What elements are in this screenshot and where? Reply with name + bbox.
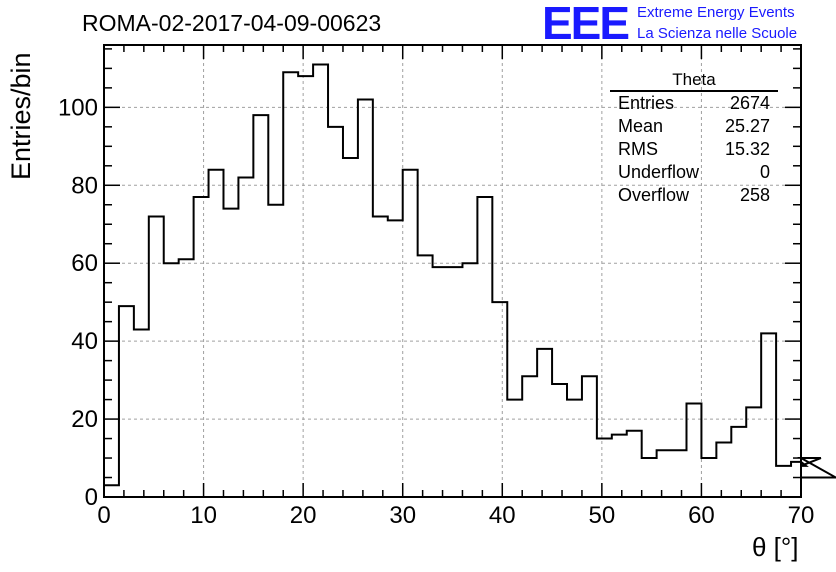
y-axis-label: Entries/bin [6,52,36,180]
x-tick-label: 40 [489,502,516,529]
stats-row: RMS 15.32 [610,138,778,161]
y-tick-label: 20 [71,406,98,433]
stats-label: Mean [618,116,664,136]
eee-logo: EEE [542,0,630,49]
x-tick-label: 10 [190,502,217,529]
stats-box: Theta Entries 2674 Mean 25.27 RMS 15.32 … [610,70,778,207]
stats-value: 15.32 [724,139,770,159]
stats-row: Entries 2674 [610,92,778,115]
x-tick-label: 50 [589,502,616,529]
x-tick-label: 0 [97,502,110,529]
stats-value: 25.27 [724,116,770,136]
stats-label: Overflow [618,185,690,205]
stats-label: Entries [618,93,675,113]
histogram-step-line [103,63,836,497]
x-tick-label: 70 [788,502,815,529]
plot-frame [103,44,802,498]
stats-value: 0 [759,162,770,182]
stats-value: 258 [739,185,770,205]
y-tick-label: 100 [58,94,98,121]
stats-row: Mean 25.27 [610,115,778,138]
logo-caption-line1: Extreme Energy Events [637,4,795,21]
y-tick-label: 0 [85,484,98,511]
y-tick-label: 40 [71,328,98,355]
chart-title: ROMA-02-2017-04-09-00623 [82,10,382,36]
axis-ticks [103,45,802,498]
y-tick-label: 80 [71,172,98,199]
grid-lines [104,45,801,497]
stats-label: RMS [618,139,658,159]
x-tick-label: 30 [389,502,416,529]
x-tick-label: 60 [688,502,715,529]
x-axis-label: θ [°] [752,532,799,562]
stats-title: Theta [610,70,778,92]
stats-row: Overflow 258 [610,184,778,207]
stats-row: Underflow 0 [610,161,778,184]
tick-labels: 0 10 20 30 40 50 60 70 0 20 40 60 80 100 [58,94,814,529]
x-tick-label: 20 [290,502,317,529]
y-tick-label: 60 [71,250,98,277]
stats-value: 2674 [729,93,770,113]
stats-label: Underflow [618,162,700,182]
logo-caption-line2: La Scienza nelle Scuole [637,25,798,42]
